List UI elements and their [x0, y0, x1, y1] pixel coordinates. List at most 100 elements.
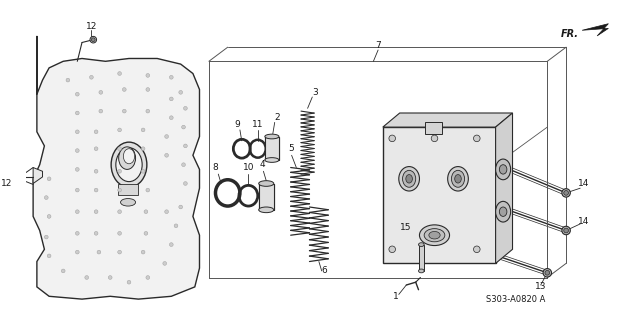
Ellipse shape [108, 276, 112, 279]
Text: 15: 15 [399, 223, 411, 232]
Ellipse shape [429, 231, 440, 239]
Ellipse shape [44, 196, 48, 199]
Ellipse shape [141, 147, 145, 151]
Ellipse shape [141, 250, 145, 254]
Ellipse shape [184, 107, 188, 110]
Ellipse shape [94, 188, 98, 192]
Text: 13: 13 [535, 282, 547, 292]
Ellipse shape [495, 201, 511, 222]
Ellipse shape [146, 88, 150, 92]
Ellipse shape [447, 167, 468, 191]
Ellipse shape [495, 159, 511, 180]
Ellipse shape [97, 250, 101, 254]
Ellipse shape [118, 210, 122, 213]
Text: 5: 5 [288, 144, 294, 153]
Ellipse shape [179, 205, 182, 209]
Ellipse shape [118, 188, 122, 192]
Text: 9: 9 [234, 120, 240, 129]
Ellipse shape [76, 92, 79, 96]
Ellipse shape [47, 214, 51, 218]
Ellipse shape [170, 243, 173, 246]
Text: 1: 1 [393, 292, 399, 301]
Bar [419, 244, 424, 271]
Text: 7: 7 [375, 41, 381, 50]
Circle shape [431, 135, 438, 142]
Ellipse shape [90, 76, 93, 79]
Circle shape [562, 226, 570, 235]
Ellipse shape [76, 130, 79, 134]
Text: 11: 11 [252, 120, 264, 129]
Ellipse shape [419, 243, 424, 246]
Ellipse shape [118, 128, 122, 132]
Polygon shape [495, 113, 513, 263]
Ellipse shape [146, 276, 150, 279]
Ellipse shape [259, 181, 274, 186]
Ellipse shape [184, 144, 188, 148]
Ellipse shape [44, 235, 48, 239]
Circle shape [545, 270, 550, 275]
Ellipse shape [99, 109, 102, 113]
Ellipse shape [76, 250, 79, 254]
Ellipse shape [144, 210, 148, 213]
Ellipse shape [94, 169, 98, 173]
Ellipse shape [116, 148, 142, 182]
Polygon shape [33, 167, 42, 183]
Ellipse shape [399, 167, 419, 191]
Ellipse shape [85, 276, 88, 279]
Text: 4: 4 [260, 160, 266, 169]
Ellipse shape [236, 142, 248, 156]
Bar [118, 183, 138, 195]
Ellipse shape [124, 149, 134, 164]
Ellipse shape [174, 224, 178, 228]
Ellipse shape [118, 231, 122, 235]
Ellipse shape [220, 183, 236, 202]
Text: 8: 8 [212, 163, 218, 172]
Ellipse shape [179, 91, 182, 94]
Ellipse shape [454, 175, 461, 183]
Ellipse shape [127, 280, 131, 284]
Ellipse shape [122, 88, 126, 92]
Ellipse shape [141, 128, 145, 132]
Bar [259, 183, 274, 210]
Ellipse shape [144, 231, 148, 235]
Bar [383, 127, 495, 263]
Ellipse shape [118, 147, 122, 151]
Circle shape [92, 38, 95, 42]
Ellipse shape [94, 147, 98, 151]
Text: 14: 14 [579, 179, 589, 188]
Ellipse shape [94, 130, 98, 134]
Text: 14: 14 [579, 217, 589, 226]
Ellipse shape [170, 97, 173, 101]
Ellipse shape [66, 78, 70, 82]
Text: 2: 2 [275, 113, 280, 122]
Text: 10: 10 [243, 163, 254, 172]
Ellipse shape [146, 74, 150, 77]
Ellipse shape [61, 269, 65, 273]
Ellipse shape [424, 228, 445, 242]
Ellipse shape [76, 231, 79, 235]
Ellipse shape [259, 207, 274, 212]
Circle shape [564, 228, 568, 233]
Ellipse shape [76, 210, 79, 213]
Ellipse shape [76, 111, 79, 115]
Ellipse shape [146, 188, 150, 192]
Text: FR.: FR. [561, 29, 579, 39]
Ellipse shape [99, 91, 102, 94]
Ellipse shape [111, 142, 147, 187]
Circle shape [564, 190, 568, 195]
Polygon shape [582, 24, 609, 36]
Ellipse shape [253, 143, 263, 155]
Ellipse shape [419, 225, 449, 245]
Ellipse shape [164, 210, 168, 213]
Circle shape [17, 173, 25, 181]
Ellipse shape [164, 153, 168, 157]
Circle shape [19, 175, 23, 179]
Circle shape [389, 246, 396, 252]
Ellipse shape [164, 135, 168, 138]
Ellipse shape [118, 250, 122, 254]
Ellipse shape [184, 182, 188, 185]
Ellipse shape [182, 163, 186, 167]
Ellipse shape [499, 165, 507, 174]
Ellipse shape [499, 207, 507, 216]
Ellipse shape [141, 169, 145, 173]
